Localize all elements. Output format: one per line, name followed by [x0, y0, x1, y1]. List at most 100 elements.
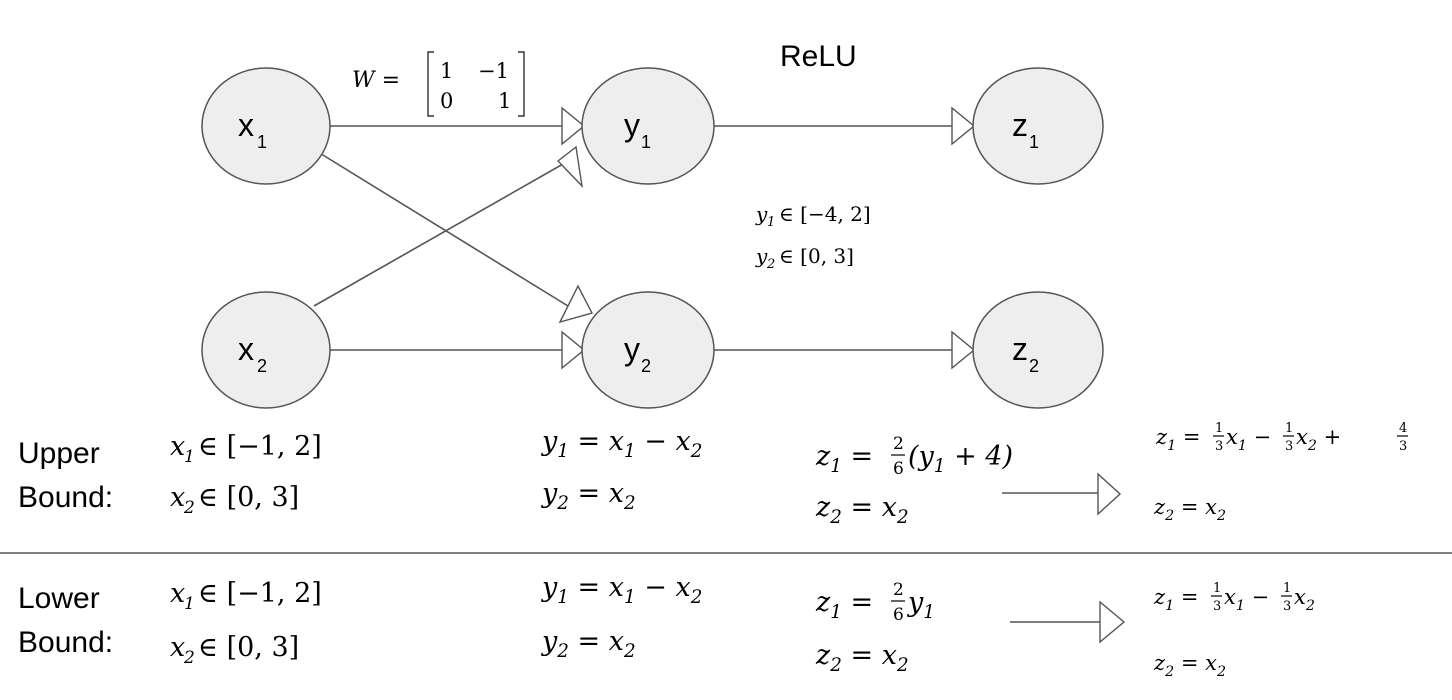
- y1-range-sub: 1: [767, 215, 775, 230]
- upper-x1-range: ∈ [−1, 2]: [198, 431, 322, 462]
- node-x1-label: x: [238, 107, 254, 143]
- weight-matrix-lhs: W =: [352, 68, 400, 93]
- upper-result-frac3-num: 4: [1399, 421, 1407, 436]
- lower-result-z2: z2 = x2: [1153, 651, 1226, 680]
- node-z2: z 2: [972, 291, 1104, 409]
- node-z1-circle: [972, 67, 1104, 185]
- upper-z1-frac-num: 2: [893, 434, 904, 454]
- lower-result-z1: z1 =: [1153, 585, 1198, 614]
- y2-range-sub: 2: [766, 257, 775, 272]
- edge-x2-y1: [313, 159, 571, 307]
- matrix-r1c1: 1: [440, 59, 453, 83]
- lower-y2-eq: y2 = x2: [541, 626, 636, 662]
- arrowhead-x1-y2: [558, 284, 594, 324]
- matrix-r1c2: −1: [478, 59, 509, 83]
- lower-x1-var: x: [170, 578, 185, 609]
- lower-x1-sub: 1: [184, 594, 195, 614]
- node-y2-label: y: [624, 331, 640, 367]
- upper-result-frac3-den: 3: [1399, 439, 1407, 454]
- upper-result-x1: x1 −: [1226, 425, 1271, 454]
- node-x1-circle: [201, 67, 331, 185]
- lower-z2-eq: z2 = x2: [815, 640, 909, 676]
- lower-x2-sub: 2: [183, 648, 195, 668]
- upper-x2-range: ∈ [0, 3]: [198, 482, 299, 513]
- lower-z1-lhs: z1 =: [815, 587, 873, 623]
- lower-label-line2: Bound:: [18, 626, 113, 659]
- upper-result-arrowhead: [1097, 472, 1122, 516]
- matrix-r2c1: 0: [440, 89, 453, 113]
- node-y1-label: y: [624, 107, 640, 143]
- lower-x2-range: ∈ [0, 3]: [198, 632, 299, 663]
- upper-label-line2: Bound:: [18, 481, 113, 514]
- node-x1-sub: 1: [257, 132, 267, 152]
- y2-range-rel: ∈ [0, 3]: [779, 244, 854, 268]
- y-ranges: y 1 ∈ [−4, 2] y 2 ∈ [0, 3]: [755, 202, 871, 272]
- y2-range-var: y: [755, 244, 768, 268]
- arrowhead-y1-z1: [951, 106, 976, 146]
- upper-result-x2: x2 +: [1296, 425, 1341, 454]
- lower-bound-section: Lower Bound: x 1 ∈ [−1, 2] x 2 ∈ [0, 3] …: [18, 572, 1315, 680]
- lower-z1-rhs: y1: [907, 587, 935, 623]
- node-y2-sub: 2: [641, 356, 651, 376]
- lower-label-line1: Lower: [18, 582, 100, 615]
- lower-x2-var: x: [170, 632, 185, 663]
- y1-range-rel: ∈ [−4, 2]: [779, 202, 871, 226]
- edges: [313, 125, 952, 351]
- arrowhead-x1-y1: [561, 106, 586, 146]
- upper-x1-var: x: [170, 431, 185, 462]
- node-y2-circle: [581, 291, 715, 409]
- upper-y1-eq: y1 = x1 − x2: [541, 426, 702, 462]
- lower-x1-range: ∈ [−1, 2]: [198, 578, 322, 609]
- node-x2-label: x: [238, 331, 254, 367]
- lower-z1-frac-num: 2: [893, 580, 904, 600]
- upper-z1-lhs: z1 =: [815, 441, 873, 477]
- upper-y2-eq: y2 = x2: [541, 478, 636, 514]
- matrix-right-bracket: [518, 51, 525, 117]
- arrowhead-x2-y1: [556, 145, 584, 189]
- arrowhead-y2-z2: [951, 330, 976, 370]
- upper-bound-section: Upper Bound: x 1 ∈ [−1, 2] x 2 ∈ [0, 3] …: [18, 421, 1408, 528]
- lower-result-x2: x2: [1294, 585, 1315, 614]
- upper-z2-eq: z2 = x2: [815, 492, 909, 528]
- upper-z1-rhs: (y1 + 4): [908, 441, 1013, 477]
- upper-result-z2: z2 = x2: [1153, 495, 1226, 524]
- node-x1: x 1: [201, 67, 331, 185]
- lower-result-x1: x1 −: [1224, 585, 1269, 614]
- lower-result-arrowhead: [1099, 600, 1126, 644]
- upper-x2-var: x: [170, 482, 185, 513]
- activation-label: ReLU: [780, 40, 857, 73]
- node-z1: z 1: [972, 67, 1104, 185]
- lower-result-frac1-den: 3: [1213, 599, 1221, 614]
- lower-result-frac1-num: 1: [1213, 581, 1221, 596]
- upper-z1-frac-den: 6: [893, 459, 904, 479]
- node-z2-circle: [972, 291, 1104, 409]
- upper-result-frac1-den: 3: [1215, 439, 1223, 454]
- node-x2-sub: 2: [257, 356, 267, 376]
- lower-result-frac2-den: 3: [1283, 599, 1291, 614]
- node-y1: y 1: [581, 67, 715, 185]
- lower-z1-frac-den: 6: [893, 605, 904, 625]
- weight-matrix: W = 1 −1 0 1: [352, 51, 525, 117]
- node-x2-circle: [201, 291, 331, 409]
- node-z2-sub: 2: [1029, 356, 1039, 376]
- upper-result-frac2-num: 1: [1285, 421, 1293, 436]
- matrix-r2c2: 1: [498, 89, 511, 113]
- matrix-left-bracket: [427, 51, 434, 117]
- upper-x2-sub: 2: [183, 498, 195, 518]
- upper-x1-sub: 1: [184, 447, 195, 467]
- upper-result-frac1-num: 1: [1215, 421, 1223, 436]
- node-y1-circle: [581, 67, 715, 185]
- node-z2-label: z: [1012, 331, 1028, 367]
- node-z1-label: z: [1012, 107, 1028, 143]
- upper-result-frac2-den: 3: [1285, 439, 1293, 454]
- arrowheads: [556, 106, 976, 370]
- arrowhead-x2-y2: [561, 330, 586, 370]
- node-x2: x 2: [201, 291, 331, 409]
- node-y2: y 2: [581, 291, 715, 409]
- y1-range-var: y: [755, 202, 768, 226]
- edge-x1-y2: [317, 151, 569, 307]
- lower-y1-eq: y1 = x1 − x2: [541, 572, 702, 608]
- upper-result-z1: z1 =: [1155, 425, 1200, 454]
- upper-label-line1: Upper: [18, 437, 100, 470]
